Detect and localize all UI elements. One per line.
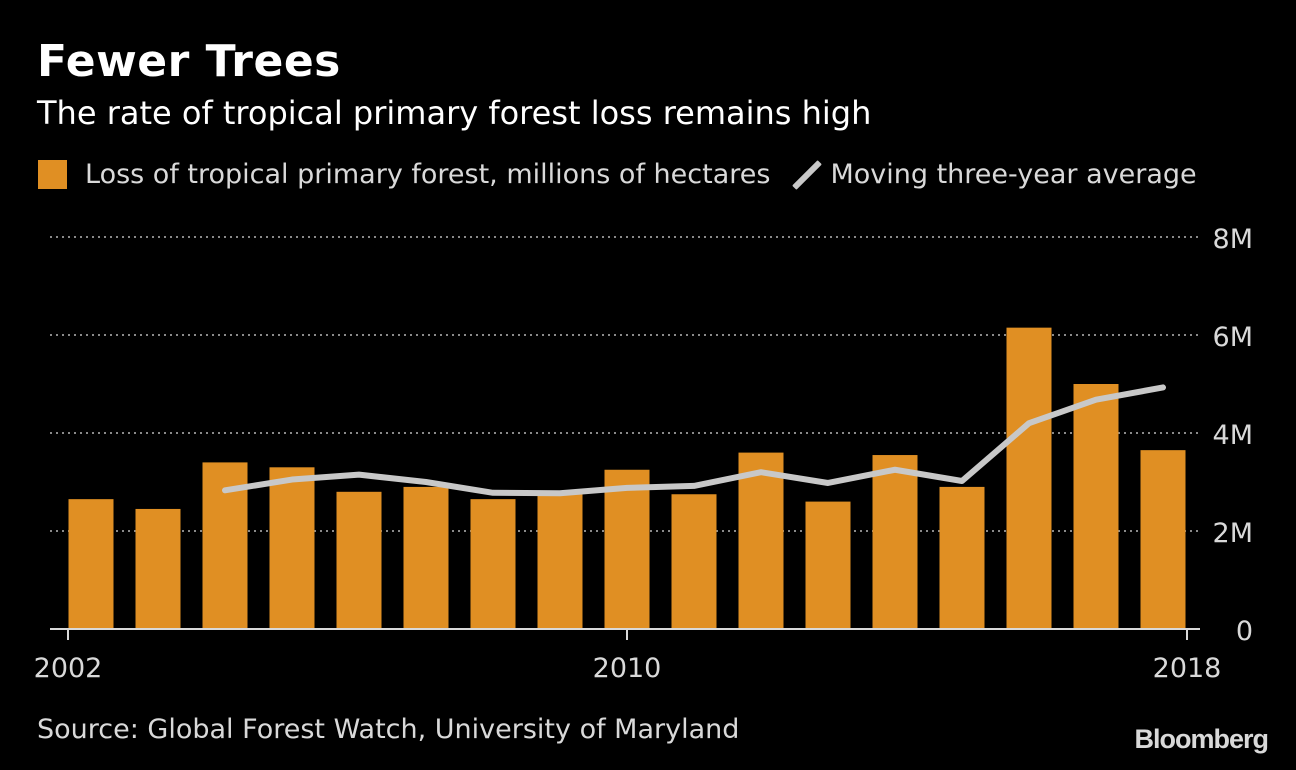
legend-line-label: Moving three-year average xyxy=(830,158,1197,190)
bloomberg-logo: Bloomberg xyxy=(1134,724,1269,754)
average-line xyxy=(222,384,1166,497)
legend: Loss of tropical primary forest, million… xyxy=(38,156,1197,192)
bar xyxy=(604,469,650,629)
source-note: Source: Global Forest Watch, University … xyxy=(37,714,740,745)
x-tick-label: 2002 xyxy=(34,653,103,684)
chart-subtitle: The rate of tropical primary forest loss… xyxy=(37,94,872,132)
legend-bar-label: Loss of tropical primary forest, million… xyxy=(85,158,771,190)
bar xyxy=(470,499,516,629)
bar xyxy=(939,486,985,629)
bar xyxy=(671,494,717,629)
bar xyxy=(135,508,181,629)
bar xyxy=(1073,384,1119,629)
legend-bar-swatch xyxy=(38,159,67,189)
bar xyxy=(336,491,382,629)
y-tick-label: 6M xyxy=(1213,322,1253,353)
bar xyxy=(1006,327,1052,629)
bar xyxy=(1140,450,1186,629)
y-tick-label: 8M xyxy=(1213,224,1253,255)
bar xyxy=(403,486,449,629)
bar xyxy=(738,452,784,629)
bar xyxy=(805,501,851,629)
x-tick-label: 2018 xyxy=(1153,653,1222,684)
y-tick-label: 2M xyxy=(1213,518,1253,549)
y-tick-label: 0 xyxy=(1236,616,1253,647)
bar xyxy=(537,494,583,629)
chart-title: Fewer Trees xyxy=(37,36,341,87)
y-tick-label: 4M xyxy=(1213,420,1253,451)
bar xyxy=(68,499,114,629)
x-tick-label: 2010 xyxy=(593,653,662,684)
bar xyxy=(269,467,315,629)
bar xyxy=(872,455,918,629)
